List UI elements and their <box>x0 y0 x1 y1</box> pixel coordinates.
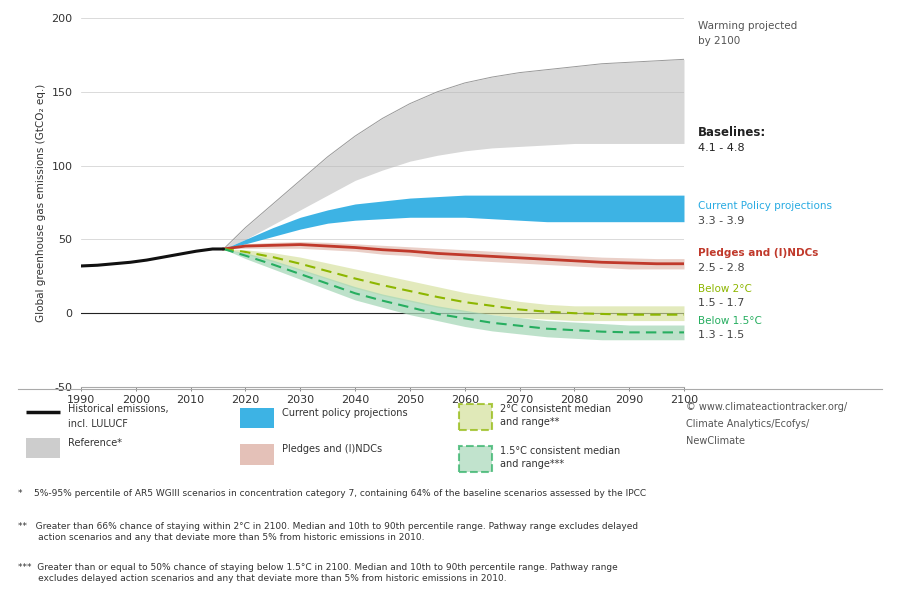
Text: ***  Greater than or equal to 50% chance of staying below 1.5°C in 2100. Median : *** Greater than or equal to 50% chance … <box>18 563 617 583</box>
Text: Current policy projections: Current policy projections <box>283 408 408 418</box>
Text: Reference*: Reference* <box>68 437 122 448</box>
Text: *    5%-95% percentile of AR5 WGIII scenarios in concentration category 7, conta: * 5%-95% percentile of AR5 WGIII scenari… <box>18 489 646 498</box>
Text: 4.1 - 4.8: 4.1 - 4.8 <box>698 143 744 153</box>
Text: 1.3 - 1.5: 1.3 - 1.5 <box>698 330 743 340</box>
Text: 3.3 - 3.9: 3.3 - 3.9 <box>698 216 744 226</box>
Text: and range***: and range*** <box>500 459 564 469</box>
Bar <box>26 437 59 458</box>
Bar <box>459 404 491 430</box>
Text: incl. LULUCF: incl. LULUCF <box>68 419 128 429</box>
Text: **   Greater than 66% chance of staying within 2°C in 2100. Median and 10th to 9: ** Greater than 66% chance of staying wi… <box>18 522 638 542</box>
Text: Warming projected: Warming projected <box>698 21 796 31</box>
Text: by 2100: by 2100 <box>698 36 740 46</box>
Text: Climate Analytics/Ecofys/: Climate Analytics/Ecofys/ <box>686 419 809 429</box>
Text: 2°C consistent median: 2°C consistent median <box>500 404 612 414</box>
Bar <box>240 444 274 464</box>
Text: Below 2°C: Below 2°C <box>698 284 752 294</box>
Text: Historical emissions,: Historical emissions, <box>68 404 169 414</box>
Text: Pledges and (I)NDCs: Pledges and (I)NDCs <box>698 248 818 258</box>
Text: 1.5°C consistent median: 1.5°C consistent median <box>500 446 621 456</box>
Text: Baselines:: Baselines: <box>698 126 766 139</box>
Text: and range**: and range** <box>500 417 560 427</box>
Bar <box>459 446 491 472</box>
Text: 1.5 - 1.7: 1.5 - 1.7 <box>698 298 744 308</box>
Text: Below 1.5°C: Below 1.5°C <box>698 316 761 326</box>
Text: © www.climateactiontracker.org/: © www.climateactiontracker.org/ <box>686 402 847 412</box>
Text: Pledges and (I)NDCs: Pledges and (I)NDCs <box>283 444 382 454</box>
Text: NewClimate: NewClimate <box>686 436 744 446</box>
Bar <box>240 408 274 428</box>
Text: Current Policy projections: Current Policy projections <box>698 201 832 211</box>
Y-axis label: Global greenhouse gas emissions (GtCO₂ eq.): Global greenhouse gas emissions (GtCO₂ e… <box>36 83 46 322</box>
Text: 2.5 - 2.8: 2.5 - 2.8 <box>698 263 744 273</box>
